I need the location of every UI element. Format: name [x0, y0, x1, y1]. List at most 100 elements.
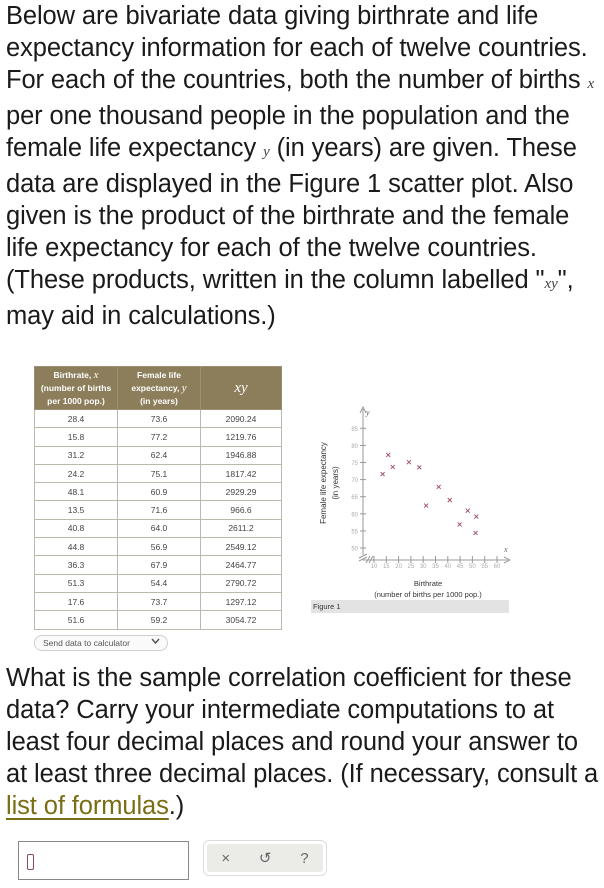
svg-text:(in years): (in years)	[331, 466, 340, 500]
svg-text:55: 55	[481, 564, 488, 570]
data-point	[447, 497, 453, 503]
svg-text:10: 10	[371, 564, 378, 570]
table-row: 36.3 67.9 2464.77	[34, 555, 282, 575]
svg-text:45: 45	[457, 564, 464, 570]
var-y: y	[263, 144, 270, 160]
table-row: 51.3 54.4 2790.72	[34, 573, 282, 593]
cell-birthrate: 15.8	[34, 427, 118, 447]
cell-xy: 1946.88	[200, 445, 282, 465]
question-body: What is the sample correlation coefficie…	[6, 664, 599, 788]
table-row: 28.4 73.6 2090.24	[34, 408, 282, 429]
help-button[interactable]: ?	[300, 849, 309, 867]
cell-life-expectancy: 54.4	[117, 573, 201, 593]
var-xy: xy	[544, 276, 558, 292]
svg-text:60: 60	[494, 564, 501, 570]
cell-life-expectancy: 56.9	[117, 537, 201, 557]
figure-caption: Figure 1	[311, 600, 509, 613]
svg-text:y: y	[365, 408, 370, 417]
svg-text:30: 30	[420, 564, 427, 570]
data-point	[390, 464, 396, 470]
cell-life-expectancy: 60.9	[117, 482, 201, 502]
svg-text:Birthrate: Birthrate	[414, 579, 442, 588]
table-row: 15.8 77.2 1219.76	[34, 427, 282, 447]
data-point	[474, 514, 479, 519]
text-cursor-icon	[27, 854, 34, 870]
table-row: 24.2 75.1 1817.42	[34, 463, 282, 484]
table-row: 44.8 56.9 2549.12	[34, 537, 282, 557]
header-life-expectancy: Female life expectancy, y (in years)	[117, 366, 201, 410]
intro-text: Below are bivariate data giving birthrat…	[6, 2, 588, 94]
cell-xy: 1817.42	[200, 463, 282, 484]
data-point	[465, 508, 471, 514]
cell-xy: 2929.29	[200, 482, 282, 502]
data-point	[436, 484, 442, 490]
svg-text:15: 15	[383, 564, 390, 570]
svg-text:55: 55	[351, 529, 358, 535]
svg-text:60: 60	[351, 512, 358, 518]
cell-xy: 1297.12	[200, 591, 282, 612]
cell-life-expectancy: 67.9	[117, 555, 201, 575]
cell-xy: 2090.24	[200, 408, 282, 429]
cell-xy: 3054.72	[200, 610, 282, 630]
svg-text:50: 50	[469, 564, 476, 570]
data-point	[385, 452, 391, 458]
cell-life-expectancy: 71.6	[117, 500, 201, 520]
cell-xy: 966.6	[200, 500, 282, 520]
svg-text:50: 50	[351, 547, 358, 553]
svg-text:70: 70	[351, 478, 358, 484]
cell-life-expectancy: 73.6	[117, 408, 201, 429]
svg-text:25: 25	[408, 564, 415, 570]
question-text: What is the sample correlation coefficie…	[6, 662, 604, 822]
cell-xy: 2464.77	[200, 555, 282, 575]
svg-text:65: 65	[351, 495, 358, 501]
cell-birthrate: 31.2	[34, 445, 118, 465]
table-row: 13.5 71.6 966.6	[34, 500, 282, 520]
problem-intro: Below are bivariate data giving birthrat…	[6, 0, 604, 332]
cell-birthrate: 51.6	[34, 610, 118, 630]
cell-life-expectancy: 73.7	[117, 591, 201, 612]
cell-life-expectancy: 75.1	[117, 463, 201, 484]
svg-text:40: 40	[444, 564, 451, 570]
intro-text: (in years) are given. These data are dis…	[6, 134, 577, 294]
svg-text:75: 75	[351, 461, 358, 467]
svg-text:x: x	[503, 545, 508, 554]
data-point	[380, 471, 385, 477]
svg-text:80: 80	[351, 444, 358, 450]
table-row: 40.8 64.0 2611.2	[34, 518, 282, 539]
table-row: 17.6 73.7 1297.12	[34, 591, 282, 612]
cell-life-expectancy: 62.4	[117, 445, 201, 465]
data-table: Birthrate, x (number of births per 1000 po…	[34, 366, 282, 630]
data-point	[423, 503, 429, 508]
cell-birthrate: 36.3	[34, 555, 118, 575]
question-end: .)	[168, 792, 185, 820]
clear-button[interactable]: ×	[221, 849, 231, 867]
cell-life-expectancy: 77.2	[117, 427, 201, 447]
svg-text:85: 85	[351, 427, 358, 433]
cell-xy: 2790.72	[200, 573, 282, 593]
cell-birthrate: 51.3	[34, 573, 118, 593]
data-point	[416, 464, 422, 470]
cell-life-expectancy: 64.0	[117, 518, 201, 539]
header-xy: xy	[200, 366, 282, 410]
scatter-plot-svg: y 50 55 60 65 70 75 80 85 x 10 15 20 25 30 35 40 45 50 55 60…	[319, 405, 512, 599]
send-data-to-calculator-button[interactable]: Send data to calculator	[34, 635, 168, 651]
undo-button[interactable]: ↺	[258, 850, 272, 867]
cell-birthrate: 13.5	[34, 500, 118, 520]
cell-xy: 2549.12	[200, 537, 282, 557]
data-point	[473, 530, 478, 536]
var-x: x	[587, 76, 595, 92]
table-row: 31.2 62.4 1946.88	[34, 445, 282, 465]
data-point	[406, 459, 412, 465]
list-of-formulas-link[interactable]: list of formulas	[6, 792, 169, 820]
cell-birthrate: 28.4	[34, 408, 118, 429]
intro-text: ", may aid in calculations.)	[6, 266, 574, 330]
svg-text:Female life expectancy: Female life expectancy	[319, 442, 328, 524]
cell-birthrate: 48.1	[34, 482, 118, 502]
answer-input[interactable]	[18, 841, 189, 880]
intro-text: per one thousand people in the populatio…	[6, 102, 570, 162]
cell-life-expectancy: 59.2	[117, 610, 201, 630]
table-row: 51.6 59.2 3054.72	[34, 610, 282, 630]
send-button-label: Send data to calculator	[43, 638, 130, 648]
cell-birthrate: 44.8	[34, 537, 118, 557]
cell-birthrate: 24.2	[34, 463, 118, 484]
